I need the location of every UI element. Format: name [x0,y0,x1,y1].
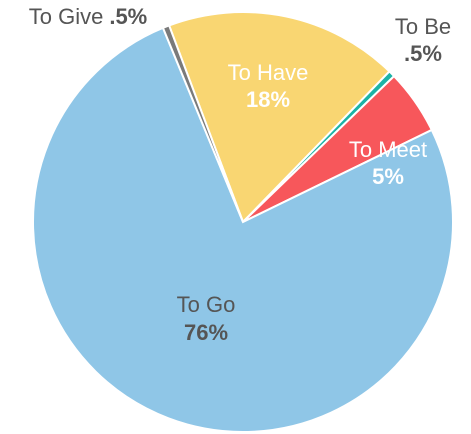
value-label: 76% [184,320,228,345]
value-label: 18% [246,87,290,112]
category-label: To Meet [349,137,427,162]
value-label: .5% [109,4,147,29]
slice-label: To Give .5% [29,4,148,29]
pie-slice [32,26,454,433]
category-label: To Be [395,14,451,39]
value-label: .5% [404,41,442,66]
pie-slice [161,24,244,223]
category-label: To Go [177,292,236,317]
category-label: To Have [228,60,309,85]
value-label: 5% [372,164,404,189]
category-label: To Give [29,4,104,29]
